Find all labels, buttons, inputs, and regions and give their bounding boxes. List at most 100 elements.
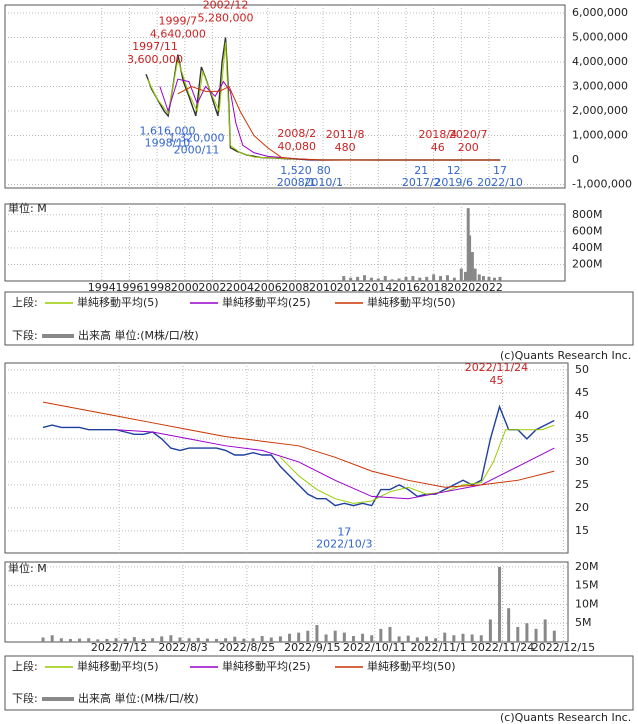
- volume-bar: [488, 619, 492, 642]
- volume-bar: [324, 634, 328, 642]
- annotation-date: 2008/1: [277, 176, 316, 189]
- x-tick-label: 2016: [392, 281, 420, 294]
- volume-bar: [424, 636, 428, 642]
- legend-heading: 上段:: [12, 659, 38, 673]
- volume-bar: [516, 626, 520, 642]
- unit-label: 単位: M: [8, 201, 47, 215]
- long-legend-box: [4, 291, 634, 346]
- volume-bar: [379, 628, 383, 642]
- annotation-value: 3,600,000: [127, 53, 183, 66]
- annotation-date: 2017/2: [402, 176, 441, 189]
- x-tick-label: 2022/11/24: [471, 641, 534, 654]
- volume-bar: [87, 638, 91, 642]
- annotation-date: 2022/10: [477, 176, 523, 189]
- volume-bar: [445, 275, 449, 281]
- legend-label: 単純移動平均(5): [77, 295, 159, 309]
- legend-label: 出来高 単位:(M株/口/枚): [78, 328, 199, 342]
- y-tick-label: 50: [575, 363, 589, 376]
- volume-bar: [498, 566, 502, 642]
- annotation-date: 1999/7: [158, 14, 197, 27]
- annotation-date: 1998/10: [145, 136, 191, 149]
- x-tick-label: 2004: [226, 281, 254, 294]
- volume-bar: [363, 275, 367, 281]
- y-tick-label: 20M: [575, 560, 599, 573]
- volume-bar: [96, 639, 100, 642]
- volume-bar: [492, 277, 496, 281]
- y-tick-label: 45: [575, 386, 589, 399]
- volume-bar: [418, 277, 422, 281]
- moving-average-line: [159, 78, 317, 161]
- moving-average-line: [146, 42, 296, 160]
- annotation-date: 2018/4: [418, 128, 457, 141]
- x-tick-label: 1994: [88, 281, 116, 294]
- price-line: [42, 404, 555, 507]
- volume-bar: [498, 276, 502, 281]
- annotation-date: 2008/2: [277, 127, 316, 140]
- annotation-date: 2022/11/24: [465, 361, 528, 374]
- volume-bar: [356, 276, 360, 281]
- volume-bar: [481, 276, 485, 281]
- annotation-value: 4,640,000: [150, 27, 206, 40]
- volume-bar: [370, 635, 374, 642]
- x-tick-label: 1996: [115, 281, 143, 294]
- legend-label: 単純移動平均(25): [222, 659, 311, 673]
- volume-bar: [507, 608, 511, 642]
- volume-bar: [477, 274, 481, 281]
- annotation-value: 80: [317, 164, 331, 177]
- annotation-value: 480: [335, 141, 356, 154]
- copyright: (c)Quants Research Inc.: [500, 349, 631, 362]
- annotation-value: 40,080: [278, 140, 317, 153]
- legend-swatch: [42, 697, 74, 701]
- y-tick-label: 1,000,000: [572, 129, 628, 142]
- moving-average-line: [177, 85, 501, 161]
- annotation-date: 2010/1: [304, 176, 343, 189]
- volume-bar: [342, 276, 346, 281]
- volume-bar: [463, 271, 467, 281]
- annotation-value: 21: [414, 164, 428, 177]
- legend-swatch: [42, 334, 74, 338]
- x-tick-label: 2022/7/12: [91, 641, 147, 654]
- volume-bar: [297, 632, 301, 642]
- x-tick-label: 2022/8/3: [158, 641, 207, 654]
- volume-bar: [50, 635, 54, 642]
- volume-bar: [278, 636, 282, 642]
- annotation-value: 1,616,000: [139, 124, 195, 137]
- copyright: (c)Quants Research Inc.: [500, 711, 631, 724]
- volume-bar: [260, 635, 264, 642]
- short-legend-box: [4, 655, 634, 711]
- y-tick-label: 10M: [575, 597, 599, 610]
- volume-bar: [376, 278, 380, 281]
- volume-bar: [452, 277, 456, 281]
- x-tick-label: 2018: [420, 281, 448, 294]
- volume-bar: [269, 637, 273, 642]
- y-tick-label: 2,000,000: [572, 104, 628, 117]
- volume-bar: [205, 638, 209, 642]
- annotation-date: 2019/6: [434, 176, 473, 189]
- annotation-date: 2011/8: [326, 128, 365, 141]
- y-tick-label: 600M: [572, 224, 603, 237]
- x-tick-label: 2022/12/15: [532, 641, 595, 654]
- volume-bar: [543, 619, 547, 642]
- y-tick-label: 6,000,000: [572, 6, 628, 19]
- annotation-date: 2022/10/3: [316, 538, 372, 551]
- volume-bar: [224, 638, 228, 642]
- volume-bar: [468, 235, 472, 281]
- volume-bar: [525, 623, 529, 642]
- volume-bar: [415, 637, 419, 642]
- annotation-date: 2002/12: [203, 0, 249, 12]
- y-tick-label: 15: [575, 524, 589, 537]
- legend-label: 単純移動平均(50): [367, 295, 456, 309]
- volume-bar: [369, 277, 373, 281]
- y-tick-label: 3,000,000: [572, 80, 628, 93]
- volume-bar: [443, 632, 447, 642]
- y-tick-label: 25: [575, 478, 589, 491]
- volume-bar: [452, 635, 456, 642]
- volume-bar: [151, 638, 155, 642]
- volume-bar: [306, 630, 310, 642]
- volume-bar: [361, 633, 365, 642]
- volume-bar: [288, 633, 292, 642]
- y-tick-label: -1,000,000: [572, 177, 632, 190]
- volume-bar: [333, 630, 337, 642]
- volume-bar: [388, 626, 392, 642]
